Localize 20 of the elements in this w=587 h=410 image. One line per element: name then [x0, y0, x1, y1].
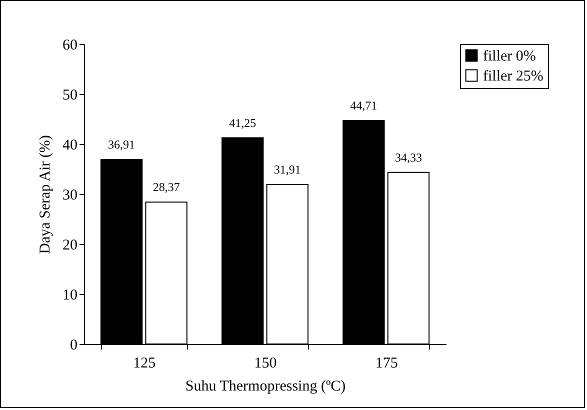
y-tick-label: 40	[62, 138, 78, 154]
y-tick-label: 60	[62, 38, 78, 54]
y-tick-label: 20	[62, 238, 78, 254]
y-tick-label: 10	[62, 288, 78, 304]
data-label: 31,91	[274, 162, 301, 176]
y-tick-label: 30	[62, 188, 78, 204]
data-label: 41,25	[229, 116, 256, 130]
x-tick-label: 150	[254, 356, 277, 372]
data-label: 36,91	[108, 137, 136, 152]
legend-label: filler 25%	[483, 68, 544, 84]
x-tick-label: 125	[133, 356, 156, 372]
y-tick-label: 0	[70, 338, 78, 354]
legend-label: filler 0%	[483, 48, 536, 64]
x-axis-title: Suhu Thermopressing (ºC)	[185, 378, 346, 394]
data-label: 34,33	[394, 150, 422, 164]
x-tick-label: 175	[375, 356, 398, 372]
data-label: 44,71	[350, 98, 378, 112]
y-axis-title: Daya Serap Air (%)	[38, 135, 54, 254]
data-label: 28,37	[152, 180, 180, 194]
y-tick-label: 50	[62, 88, 78, 104]
